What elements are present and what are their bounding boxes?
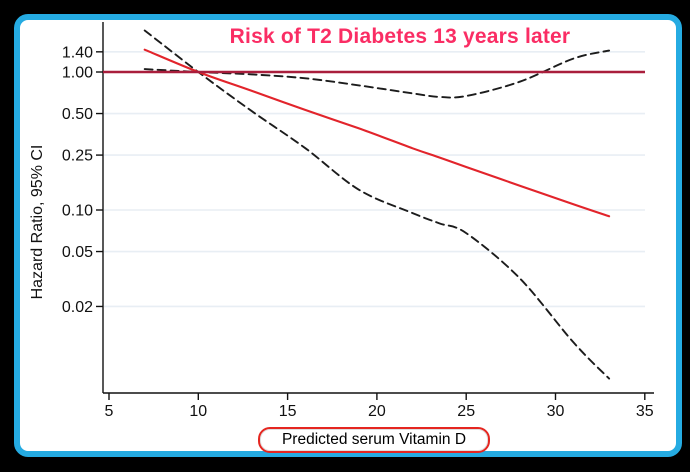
y-tick-label: 0.05	[62, 244, 93, 261]
x-tick-label: 25	[457, 403, 475, 420]
x-tick-label: 30	[547, 403, 565, 420]
x-tick-label: 35	[636, 403, 654, 420]
y-axis-label: Hazard Ratio, 95% CI	[29, 144, 46, 300]
x-axis-label-box: Predicted serum Vitamin D	[258, 427, 490, 453]
x-tick-label: 10	[189, 403, 207, 420]
series-ci-bound-steep	[143, 29, 611, 380]
figure-frame	[14, 14, 682, 457]
x-tick-label: 5	[105, 403, 114, 420]
y-tick-label: 0.25	[62, 148, 93, 165]
series-ci-bound-shallow	[143, 49, 611, 99]
y-tick-label: 0.02	[62, 299, 93, 316]
y-tick-label: 0.10	[62, 203, 93, 220]
x-axis-label: Predicted serum Vitamin D	[281, 431, 467, 448]
y-tick-label: 1.00	[62, 65, 93, 82]
x-tick-label: 20	[368, 403, 386, 420]
chart-title: Risk of T2 Diabetes 13 years later	[229, 25, 571, 48]
y-tick-label: 0.50	[62, 106, 93, 123]
x-tick-label: 15	[279, 403, 297, 420]
y-tick-label: 1.40	[62, 44, 93, 61]
series-hazard-ratio-estimate	[143, 48, 611, 218]
